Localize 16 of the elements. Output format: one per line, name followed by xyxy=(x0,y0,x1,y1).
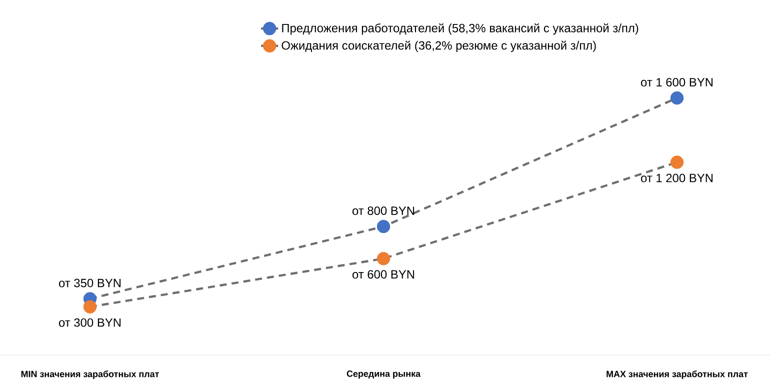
x-tick-label: Середина рынка xyxy=(346,370,421,379)
data-label: от 1 600 BYN xyxy=(641,78,713,86)
point xyxy=(376,220,390,234)
point xyxy=(376,252,390,266)
point xyxy=(670,156,684,169)
data-label: от 350 BYN xyxy=(58,278,121,288)
legend-label: Ожидания соискателей (36,2% резюме с указанной з/пл) xyxy=(282,40,596,52)
x-tick-label: MIN значения заработных плат xyxy=(21,370,159,379)
data-label: от 300 BYN xyxy=(58,318,121,327)
legend-label: Предложения работодателей (58,3% вакансий с указанной з/пл) xyxy=(282,23,638,35)
data-label: от 800 BYN xyxy=(352,206,414,215)
data-label: от 1 200 BYN xyxy=(641,174,713,182)
point xyxy=(670,91,684,105)
x-tick-label: MAX значения заработных плат xyxy=(606,370,748,379)
data-label: от 600 BYN xyxy=(352,270,414,279)
point xyxy=(83,300,97,314)
